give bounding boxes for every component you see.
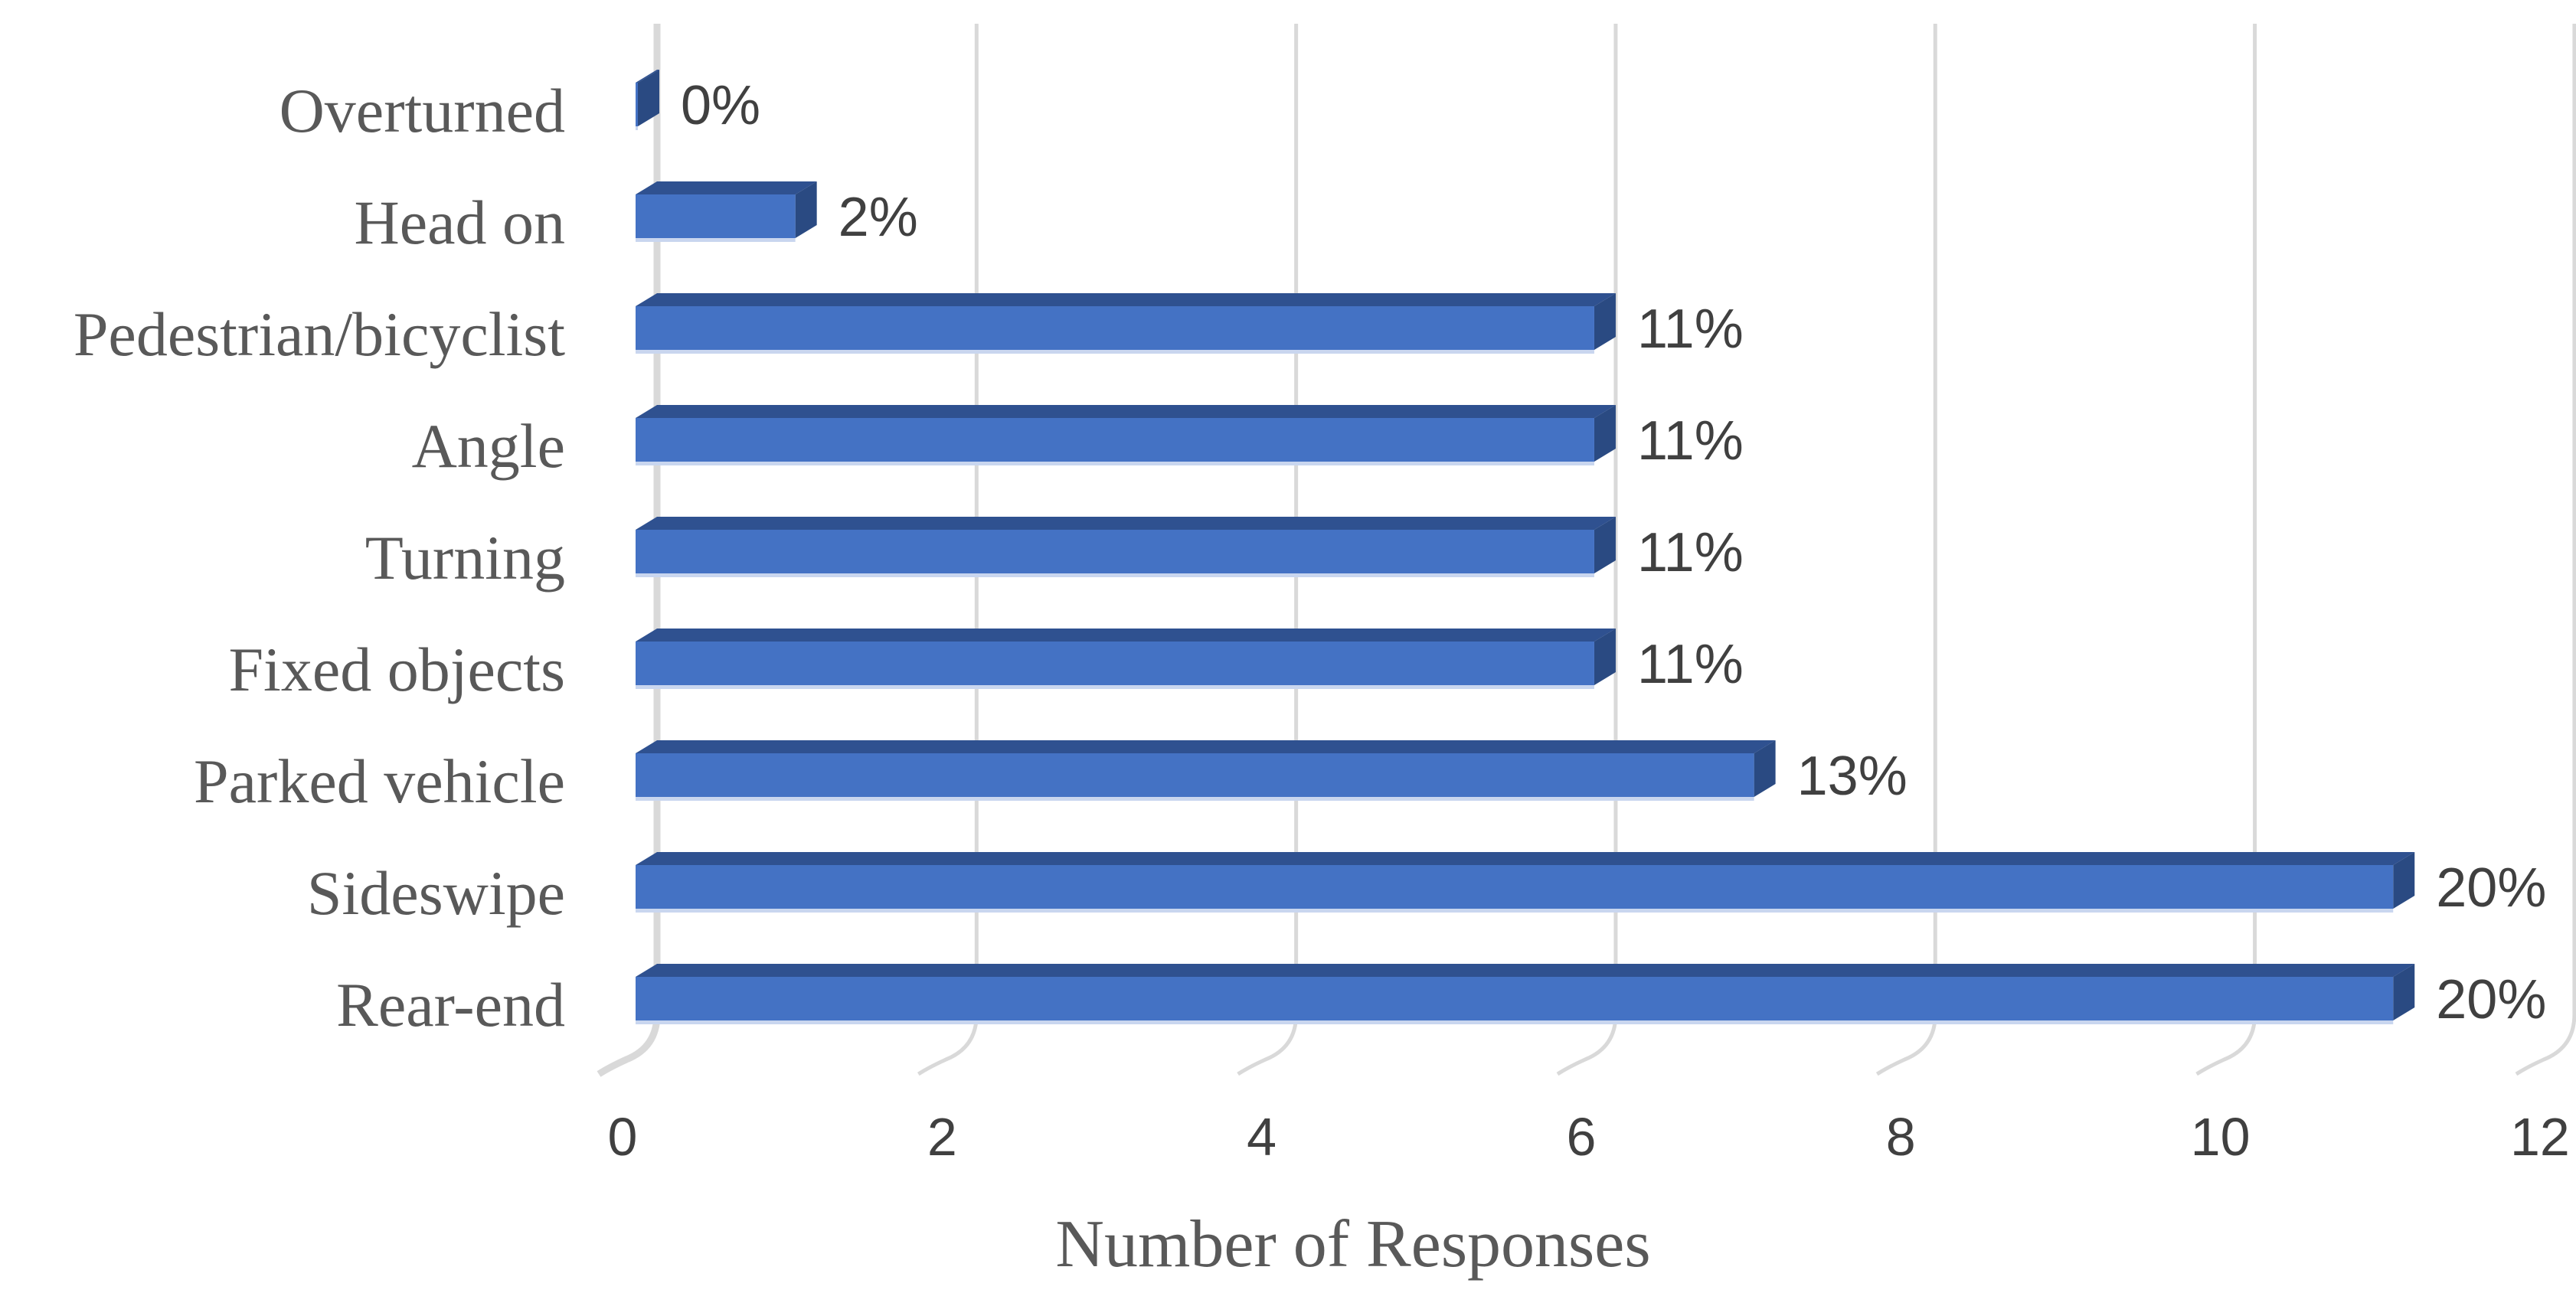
bar-sideswipe-end-face — [2393, 852, 2415, 909]
bar-turning-front-face — [636, 530, 1594, 573]
bar-rear-end-bottom-edge — [636, 1020, 2394, 1024]
data-label-rear-end: 20% — [2436, 969, 2547, 1030]
bar-overturned-bottom-edge — [636, 126, 638, 130]
x-tick-label-8: 8 — [1885, 1107, 1916, 1167]
data-label-parked-vehicle: 13% — [1796, 746, 1907, 807]
bar-fixed-objects-end-face — [1594, 629, 1616, 685]
bar-parked-vehicle-end-face — [1754, 740, 1776, 797]
bar-rear-end-top-face — [636, 964, 2415, 977]
x-tick-label-0: 0 — [607, 1107, 638, 1167]
data-label-fixed-objects: 11% — [1636, 634, 1744, 695]
category-label-overturned: Overturned — [279, 76, 565, 145]
bar-turning-top-face — [636, 517, 1616, 530]
bar-overturned-front-face — [636, 83, 638, 126]
bar-sideswipe-front-face — [636, 865, 2394, 909]
category-label-rear-end: Rear-end — [336, 970, 565, 1040]
bar-pedestrian-bicyclist-end-face — [1594, 293, 1616, 350]
data-label-sideswipe: 20% — [2436, 857, 2547, 919]
category-label-pedestrian-bicyclist: Pedestrian/bicyclist — [73, 299, 565, 369]
bar-fixed-objects-front-face — [636, 642, 1594, 685]
bar-angle-top-face — [636, 405, 1616, 418]
bar-angle-bottom-edge — [636, 462, 1594, 465]
category-label-parked-vehicle: Parked vehicle — [194, 746, 565, 816]
bar-fixed-objects-bottom-edge — [636, 685, 1594, 689]
bar-sideswipe-top-face — [636, 852, 2415, 865]
gridline-6 — [1556, 24, 1618, 1076]
data-label-overturned: 0% — [681, 75, 761, 136]
bar-head-on-end-face — [795, 181, 817, 238]
bar-sideswipe-bottom-edge — [636, 909, 2394, 913]
axis-line — [597, 24, 661, 1077]
bar-parked-vehicle-front-face — [636, 753, 1754, 797]
x-tick-label-4: 4 — [1247, 1107, 1277, 1167]
bar-overturned-end-face — [638, 70, 659, 126]
x-tick-label-12: 12 — [2509, 1107, 2570, 1167]
bar-parked-vehicle-bottom-edge — [636, 797, 1754, 801]
bar-parked-vehicle-top-face — [636, 740, 1776, 753]
bar-head-on-front-face — [636, 194, 796, 238]
bar-head-on-bottom-edge — [636, 238, 796, 242]
category-label-sideswipe: Sideswipe — [306, 858, 565, 928]
x-tick-label-2: 2 — [927, 1107, 957, 1167]
bar-angle-end-face — [1594, 405, 1616, 462]
gridline-8 — [1875, 24, 1937, 1076]
data-label-pedestrian-bicyclist: 11% — [1636, 299, 1744, 360]
bar-rear-end-front-face — [636, 977, 2394, 1020]
bar-overturned-top-face — [636, 70, 659, 83]
gridline-10 — [2195, 24, 2257, 1076]
bar-turning-bottom-edge — [636, 573, 1594, 577]
category-label-turning: Turning — [364, 523, 565, 593]
gridline-12 — [2515, 24, 2576, 1076]
x-axis-title: Number of Responses — [1055, 1207, 1651, 1282]
bar-head-on-top-face — [636, 181, 817, 194]
bar-rear-end-end-face — [2393, 964, 2415, 1020]
category-label-angle: Angle — [411, 411, 565, 481]
bar-angle-front-face — [636, 418, 1594, 462]
bar-fixed-objects-top-face — [636, 629, 1616, 642]
bar-pedestrian-bicyclist-front-face — [636, 306, 1594, 350]
data-label-turning: 11% — [1636, 522, 1744, 583]
data-label-head-on: 2% — [838, 187, 918, 248]
category-label-fixed-objects: Fixed objects — [228, 635, 565, 704]
x-tick-label-10: 10 — [2190, 1107, 2251, 1167]
bar-pedestrian-bicyclist-top-face — [636, 293, 1616, 306]
bar-turning-end-face — [1594, 517, 1616, 573]
category-label-head-on: Head on — [354, 188, 565, 257]
gridline-2 — [917, 24, 979, 1076]
gridline-4 — [1237, 24, 1299, 1076]
bar-pedestrian-bicyclist-bottom-edge — [636, 350, 1594, 354]
data-label-angle: 11% — [1636, 410, 1744, 472]
x-tick-label-6: 6 — [1566, 1107, 1597, 1167]
